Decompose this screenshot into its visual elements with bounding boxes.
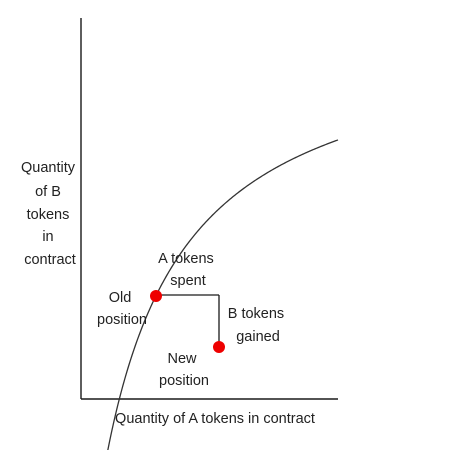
b-tokens-gained-line: B tokens xyxy=(228,306,284,322)
b-tokens-gained-label: B tokens gained xyxy=(228,306,288,345)
new-position-line: position xyxy=(159,373,209,389)
new-position-line: New xyxy=(167,351,197,367)
a-tokens-spent-label: A tokens spent xyxy=(158,251,218,289)
x-axis-label: Quantity of A tokens in contract xyxy=(115,411,315,427)
y-axis-label-line: tokens xyxy=(27,207,70,223)
old-position-point xyxy=(150,290,162,302)
y-axis-label-line: of B xyxy=(35,184,61,200)
y-axis-label: Quantity of B tokens in contract xyxy=(21,160,79,268)
y-axis-label-line: contract xyxy=(24,252,76,268)
b-tokens-gained-line: gained xyxy=(236,329,280,345)
a-tokens-spent-line: spent xyxy=(170,273,205,289)
new-position-label: New position xyxy=(159,351,209,389)
old-position-line: position xyxy=(97,312,147,328)
price-curve xyxy=(107,139,339,450)
y-axis-label-line: in xyxy=(42,229,53,245)
new-position-point xyxy=(213,341,225,353)
old-position-line: Old xyxy=(109,290,132,306)
old-position-label: Old position xyxy=(97,290,147,328)
a-tokens-spent-line: A tokens xyxy=(158,251,214,267)
y-axis-label-line: Quantity xyxy=(21,160,76,176)
